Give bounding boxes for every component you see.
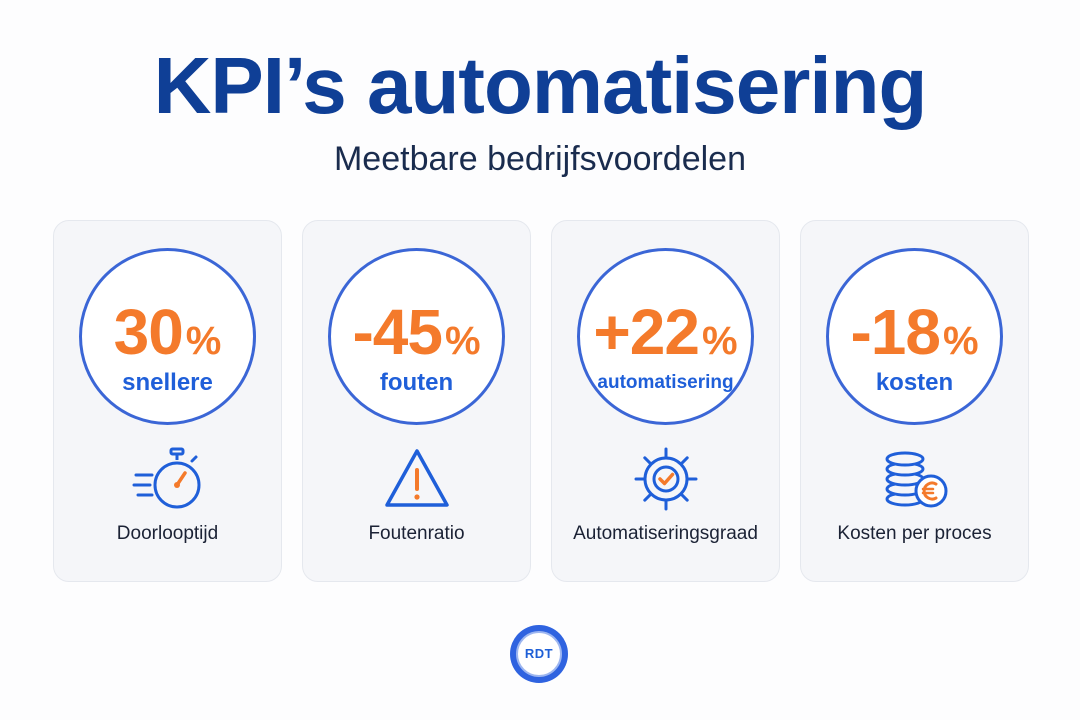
kpi-circle: +22% automatisering	[577, 248, 754, 425]
coins-euro-icon	[885, 451, 948, 508]
kpi-circle: -45% fouten	[328, 248, 505, 425]
page-subtitle: Meetbare bedrijfsvoordelen	[333, 140, 747, 178]
rdt-logo: RDT	[510, 625, 568, 683]
kpi-label: Doorlooptijd	[116, 523, 219, 544]
page-title: KPI’s automatisering	[153, 41, 928, 130]
kpi-label: Kosten per proces	[837, 523, 992, 544]
kpi-card-grid: 30% snellere Doorlooptijd -45% fouten Fo…	[53, 220, 1029, 582]
kpi-value: -45%	[352, 296, 481, 368]
kpi-label: Automatiseringsgraad	[573, 523, 758, 544]
kpi-value: -18%	[850, 296, 979, 368]
kpi-card-automatiseringsgraad: +22% automatisering Automatise	[551, 220, 780, 582]
rdt-logo-text: RDT	[516, 631, 562, 677]
warning-icon	[385, 449, 449, 507]
kpi-card-doorlooptijd: 30% snellere Doorlooptijd	[53, 220, 282, 582]
kpi-value: +22%	[593, 296, 738, 368]
kpi-circle: 30% snellere	[79, 248, 256, 425]
stopwatch-icon	[132, 447, 201, 509]
kpi-circle: -18% kosten	[826, 248, 1003, 425]
gear-check-icon	[634, 447, 698, 511]
kpi-sublabel: kosten	[875, 369, 954, 396]
kpi-sublabel: automatisering	[597, 372, 734, 393]
kpi-card-foutenratio: -45% fouten Foutenratio	[302, 220, 531, 582]
kpi-value: 30%	[113, 296, 222, 368]
kpi-label: Foutenratio	[368, 523, 465, 544]
kpi-card-kosten-per-proces: -18% kosten Kosten per proces	[800, 220, 1029, 582]
kpi-sublabel: fouten	[379, 369, 454, 396]
kpi-sublabel: snellere	[122, 369, 213, 396]
